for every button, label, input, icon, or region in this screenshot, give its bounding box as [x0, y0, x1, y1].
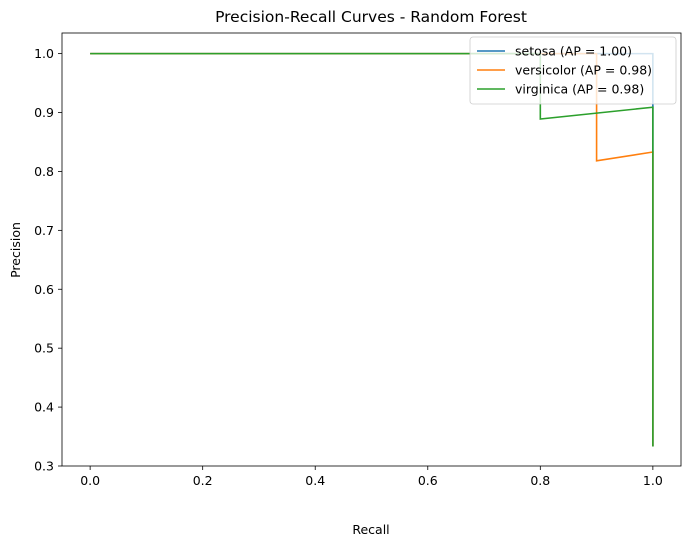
plot-frame [62, 33, 681, 466]
y-tick-label: 0.5 [34, 341, 54, 356]
series-line-2 [90, 52, 654, 447]
x-axis-label: Recall [352, 522, 389, 537]
y-axis-label: Precision [8, 222, 23, 278]
y-tick-label: 0.8 [34, 164, 54, 179]
x-axis-ticks: 0.0 0.2 0.4 0.6 0.8 1.0 [80, 466, 663, 488]
x-tick-label: 0.2 [193, 473, 213, 488]
y-tick-label: 0.4 [34, 400, 54, 415]
legend-label-2: virginica (AP = 0.98) [515, 82, 644, 97]
y-tick-label: 0.3 [34, 459, 54, 474]
y-axis-ticks: 0.3 0.4 0.5 0.6 0.7 0.8 0.9 1.0 [34, 46, 62, 474]
legend-box [469, 36, 677, 105]
y-tick-label: 0.7 [34, 223, 54, 238]
legend-label-1: versicolor (AP = 0.98) [515, 63, 652, 78]
y-tick-label: 1.0 [34, 46, 54, 61]
legend-label-0: setosa (AP = 1.00) [515, 44, 632, 59]
x-tick-label: 0.8 [530, 473, 550, 488]
y-tick-label: 0.9 [34, 105, 54, 120]
plot-area [61, 32, 682, 467]
y-tick-label: 0.6 [34, 282, 54, 297]
x-tick-label: 0.0 [80, 473, 100, 488]
legend-entries: setosa (AP = 1.00) versicolor (AP = 0.98)… [477, 44, 652, 97]
chart-title: Precision-Recall Curves - Random Forest [215, 8, 527, 26]
x-tick-label: 1.0 [643, 473, 663, 488]
plot-border [61, 32, 682, 467]
x-tick-label: 0.6 [418, 473, 438, 488]
legend: setosa (AP = 1.00) versicolor (AP = 0.98)… [469, 36, 677, 105]
x-tick-label: 0.4 [305, 473, 325, 488]
